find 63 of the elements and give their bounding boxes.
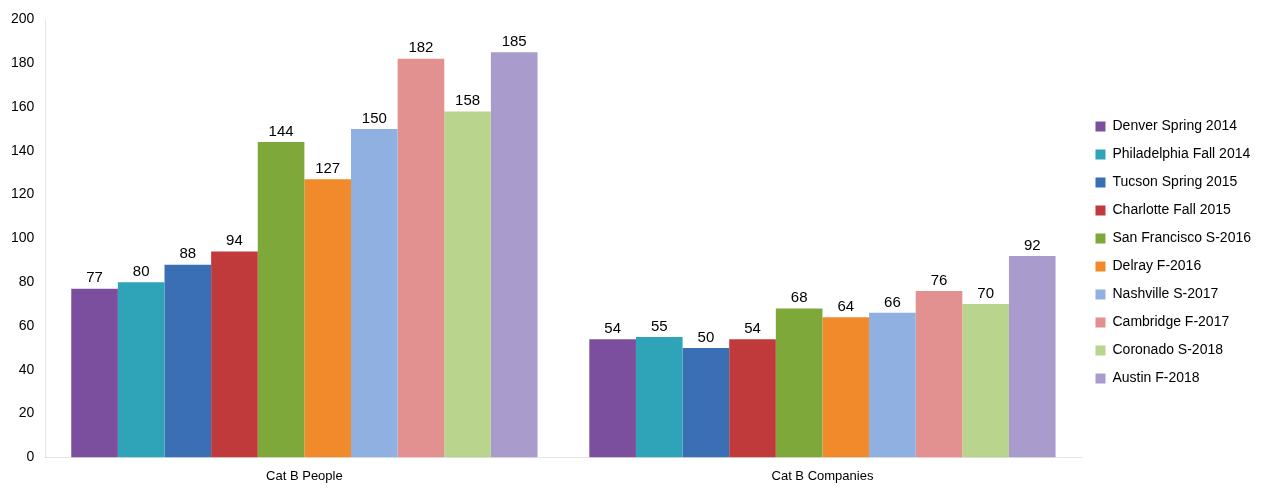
data-label: 127 [315, 158, 341, 176]
y-tick-label: 120 [11, 185, 35, 202]
bar [164, 264, 212, 458]
data-label: 70 [977, 283, 994, 301]
data-label: 182 [408, 38, 434, 56]
data-label: 76 [930, 270, 948, 288]
bar [444, 111, 491, 458]
legend-label: Philadelphia Fall 2014 [1112, 145, 1251, 162]
x-tick-label: Cat B Companies [771, 467, 874, 483]
y-tick-label: 20 [18, 404, 35, 421]
data-label: 92 [1023, 235, 1041, 253]
data-label: 55 [650, 316, 668, 334]
data-label: 150 [361, 108, 387, 126]
y-tick-label: 0 [26, 448, 35, 465]
legend-label: Austin F-2018 [1112, 369, 1200, 386]
y-tick-label: 60 [18, 316, 35, 333]
y-tick-label: 140 [11, 141, 35, 158]
bar [257, 142, 305, 458]
bar [962, 304, 1009, 458]
bar [869, 312, 916, 458]
data-label: 158 [455, 91, 481, 109]
bar [211, 251, 258, 458]
data-label: 64 [837, 296, 855, 314]
y-tick-label: 180 [11, 54, 35, 71]
bar [1008, 255, 1056, 458]
data-label: 94 [226, 231, 243, 249]
bar [351, 128, 398, 458]
y-tick-label: 160 [11, 97, 35, 114]
bar [775, 308, 823, 458]
y-tick-label: 200 [11, 10, 35, 27]
bar [635, 336, 683, 458]
data-label: 185 [501, 31, 527, 49]
legend-label: San Francisco S-2016 [1112, 229, 1252, 246]
data-label: 54 [744, 318, 761, 336]
data-label: 144 [268, 121, 294, 139]
legend-label: Charlotte Fall 2015 [1112, 201, 1231, 218]
y-tick-label: 100 [11, 229, 35, 246]
y-tick-label: 40 [18, 360, 35, 377]
legend-label: Cambridge F-2017 [1112, 313, 1230, 330]
data-label: 88 [179, 244, 197, 262]
legend-label: Denver Spring 2014 [1112, 117, 1238, 134]
bar [397, 58, 445, 458]
x-tick-label: Cat B People [266, 467, 343, 483]
bar [304, 179, 352, 458]
bar [682, 347, 730, 458]
bar [915, 290, 963, 458]
bar [822, 317, 870, 458]
data-label: 77 [86, 268, 103, 286]
data-label: 66 [884, 292, 901, 310]
legend-label: Coronado S-2018 [1112, 341, 1224, 358]
data-label: 80 [132, 261, 150, 279]
data-label: 68 [790, 288, 808, 306]
bar [729, 339, 776, 458]
bar [117, 282, 165, 458]
data-label: 54 [604, 318, 621, 336]
legend-label: Delray F-2016 [1112, 257, 1202, 274]
data-label: 50 [697, 327, 715, 345]
bar [589, 339, 636, 458]
y-tick-label: 80 [18, 273, 35, 290]
bar [490, 52, 538, 458]
legend-label: Nashville S-2017 [1112, 285, 1219, 302]
legend-label: Tucson Spring 2015 [1112, 173, 1238, 190]
bar [71, 288, 118, 458]
